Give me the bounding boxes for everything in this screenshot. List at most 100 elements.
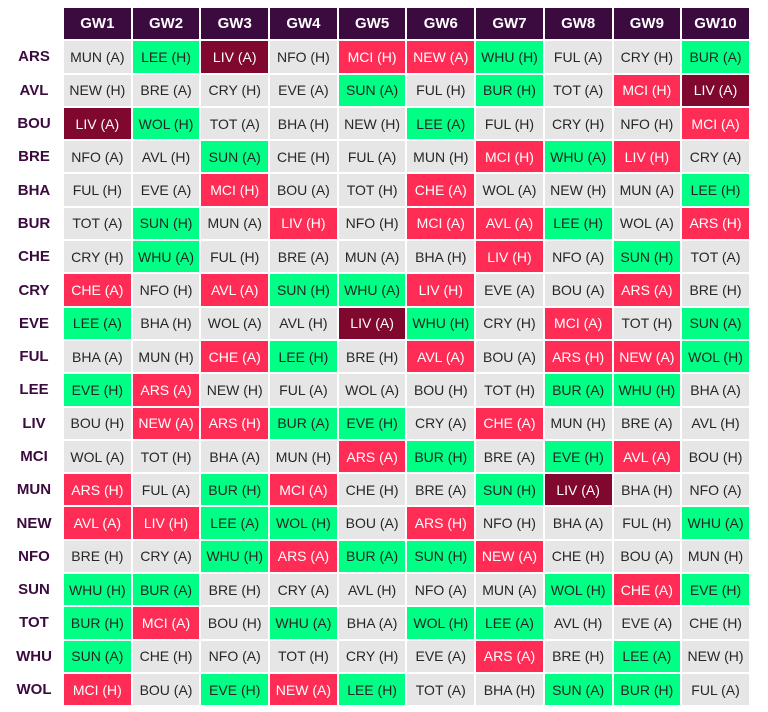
fixture-cell: CRY (H): [338, 640, 406, 672]
fixture-cell: CHE (A): [407, 174, 475, 206]
fixture-cell: WOL (A): [201, 307, 269, 339]
fixture-cell: FUL (A): [544, 41, 612, 73]
gameweek-header: GW8: [544, 8, 612, 40]
team-label: BRE: [6, 141, 62, 173]
fixture-cell: EVE (A): [407, 640, 475, 672]
team-label: BOU: [6, 107, 62, 140]
fixture-cell: BRE (A): [407, 474, 475, 506]
team-label: BUR: [6, 207, 62, 240]
fixture-cell: SUN (H): [476, 474, 543, 506]
fixture-cell: BRE (A): [476, 440, 543, 473]
fixture-cell: ARS (A): [270, 540, 337, 573]
team-row: FUL BHA (A) MUN (H) CHE (A) LEE (H) BRE (H) AV…: [6, 340, 749, 373]
fixture-cell: LIV (H): [270, 207, 337, 240]
fixture-cell: WHU (A): [132, 241, 200, 273]
fixture-cell: AVL (H): [682, 407, 749, 439]
fixture-cell: BUR (H): [476, 74, 543, 106]
fixture-cell: ARS (H): [407, 507, 475, 539]
fixture-cell: LEE (A): [64, 307, 131, 339]
fixture-cell: EVE (H): [201, 673, 269, 706]
fixture-cell: WHU (H): [201, 540, 269, 573]
fixture-cell: BUR (H): [407, 440, 475, 473]
team-label: MCI: [6, 440, 62, 473]
fixture-cell: ARS (A): [338, 440, 406, 473]
fixture-cell: CRY (H): [201, 74, 269, 106]
fixture-cell: NEW (A): [476, 540, 543, 573]
fixture-cell: LEE (H): [132, 41, 200, 73]
fixture-cell: BHA (A): [338, 607, 406, 639]
fixture-cell: BUR (H): [613, 673, 681, 706]
fixture-cell: BUR (A): [338, 540, 406, 573]
fixture-cell: LIV (H): [613, 141, 681, 173]
fixture-cell: BRE (H): [682, 274, 749, 306]
fixture-cell: NFO (A): [407, 574, 475, 606]
fixture-cell: NEW (H): [201, 374, 269, 406]
fixture-cell: CHE (H): [682, 607, 749, 639]
fixture-cell: AVL (A): [64, 507, 131, 539]
gameweek-header: GW9: [613, 8, 681, 40]
fixture-cell: BOU (H): [64, 407, 131, 439]
team-label: LEE: [6, 374, 62, 406]
team-row: BRE NFO (A) AVL (H) SUN (A) CHE (H) FUL (A) MU…: [6, 141, 749, 173]
team-row: AVL NEW (H) BRE (A) CRY (H) EVE (A) SUN (A) FU…: [6, 74, 749, 106]
fixture-cell: FUL (A): [132, 474, 200, 506]
team-label: NEW: [6, 507, 62, 539]
fixture-cell: CRY (A): [407, 407, 475, 439]
fixture-cell: TOT (A): [407, 673, 475, 706]
fixture-cell: BUR (A): [682, 41, 749, 73]
fixture-cell: AVL (A): [613, 440, 681, 473]
fixture-cell: WOL (H): [132, 107, 200, 140]
fixture-cell: TOT (H): [613, 307, 681, 339]
fixture-cell: BRE (H): [544, 640, 612, 672]
fixture-cell: WOL (H): [682, 340, 749, 373]
fixture-cell: BHA (H): [613, 474, 681, 506]
fixture-cell: CRY (H): [613, 41, 681, 73]
fixture-cell: LEE (H): [544, 207, 612, 240]
fixture-difficulty-table: GW1 GW2 GW3 GW4 GW5 GW6 GW7 GW8 GW9 GW10 ARS MUN (…: [4, 6, 751, 707]
fixture-cell: AVL (A): [201, 274, 269, 306]
fixture-cell: CHE (H): [338, 474, 406, 506]
fixture-cell: NFO (A): [544, 241, 612, 273]
fixture-cell: NEW (H): [338, 107, 406, 140]
fixture-cell: NFO (A): [682, 474, 749, 506]
fixture-cell: CRY (A): [682, 141, 749, 173]
fixture-cell: EVE (A): [613, 607, 681, 639]
fixture-cell: CRY (A): [132, 540, 200, 573]
fixture-cell: BHA (A): [544, 507, 612, 539]
fixture-cell: MCI (A): [682, 107, 749, 140]
fixture-cell: MUN (H): [270, 440, 337, 473]
fixture-cell: AVL (A): [476, 207, 543, 240]
fixture-cell: LIV (H): [407, 274, 475, 306]
team-label: BHA: [6, 174, 62, 206]
gameweek-header: GW5: [338, 8, 406, 40]
team-row: BUR TOT (A) SUN (H) MUN (A) LIV (H) NFO (H) MC…: [6, 207, 749, 240]
fixture-cell: ARS (H): [682, 207, 749, 240]
team-row: NFO BRE (H) CRY (A) WHU (H) ARS (A) BUR (A) SU…: [6, 540, 749, 573]
team-label: NFO: [6, 540, 62, 573]
fixture-cell: FUL (A): [338, 141, 406, 173]
team-row: CRY CHE (A) NFO (H) AVL (A) SUN (H) WHU (A) LI…: [6, 274, 749, 306]
fixture-cell: SUN (A): [201, 141, 269, 173]
team-row: MCI WOL (A) TOT (H) BHA (A) MUN (H) ARS (A) BU…: [6, 440, 749, 473]
fixture-cell: TOT (H): [338, 174, 406, 206]
gameweek-header: GW2: [132, 8, 200, 40]
fixture-cell: SUN (A): [544, 673, 612, 706]
team-label: TOT: [6, 607, 62, 639]
fixture-cell: CHE (H): [132, 640, 200, 672]
fixture-cell: BRE (H): [64, 540, 131, 573]
fixture-cell: LIV (A): [682, 74, 749, 106]
team-label: ARS: [6, 41, 62, 73]
fixture-cell: SUN (A): [338, 74, 406, 106]
team-row: NEW AVL (A) LIV (H) LEE (A) WOL (H) BOU (A) AR…: [6, 507, 749, 539]
fixture-cell: WOL (A): [613, 207, 681, 240]
fixture-cell: WHU (A): [544, 141, 612, 173]
fixture-cell: NFO (H): [270, 41, 337, 73]
fixture-cell: LEE (A): [613, 640, 681, 672]
fixture-cell: BUR (A): [270, 407, 337, 439]
fixture-cell: LEE (A): [476, 607, 543, 639]
fixture-cell: LIV (A): [544, 474, 612, 506]
fixture-cell: TOT (A): [201, 107, 269, 140]
fixture-cell: MUN (A): [64, 41, 131, 73]
fixture-cell: MUN (H): [682, 540, 749, 573]
fixture-cell: EVE (A): [476, 274, 543, 306]
